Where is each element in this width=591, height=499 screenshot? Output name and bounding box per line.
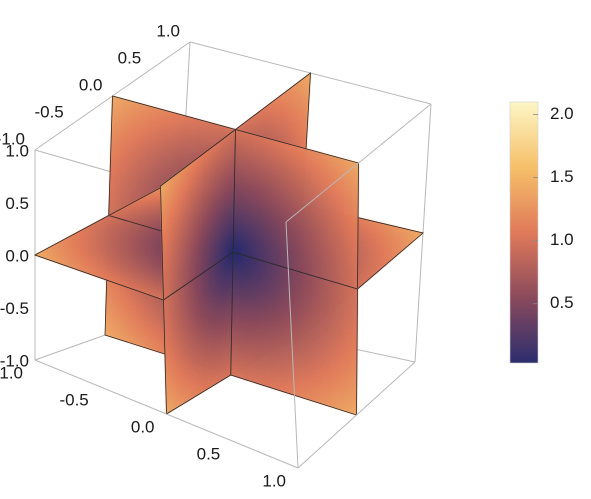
z-tick-label: 1.0 — [5, 141, 29, 160]
colorbar-gradient — [509, 101, 539, 364]
colorbar-tick-label: 2.0 — [550, 104, 574, 123]
x-tick-label: -0.5 — [34, 102, 63, 121]
x-tick-label: 0.0 — [79, 75, 103, 94]
slice-y0-front-bottom — [163, 251, 235, 415]
x-tick-label: -1.0 — [0, 129, 25, 148]
slice-planes — [34, 72, 424, 416]
axis-ticks: -1.0-0.50.00.51.0-1.0-0.50.00.51.0-1.0-0… — [0, 21, 286, 490]
colorbar-tick-label: 1.5 — [550, 167, 574, 186]
y-tick-label: 0.5 — [197, 444, 221, 463]
colorbar-tick-label: 0.5 — [550, 293, 574, 312]
z-tick-label: -1.0 — [0, 351, 29, 370]
colorbar-ticks: 0.5 1.0 1.5 2.0 — [533, 104, 574, 312]
z-tick-label: 0.0 — [5, 246, 29, 265]
z-tick-label: 0.5 — [5, 194, 29, 213]
y-tick-label: -1.0 — [0, 363, 23, 382]
x-tick-label: 0.5 — [118, 48, 142, 67]
z-tick-label: -0.5 — [0, 299, 29, 318]
colorbar-tick-label: 1.0 — [550, 230, 574, 249]
colorbar: 0.5 1.0 1.5 2.0 — [509, 101, 574, 364]
y-tick-label: 0.0 — [131, 417, 155, 436]
y-tick-label: -0.5 — [59, 390, 88, 409]
plot-box-front — [34, 103, 432, 469]
y-tick-label: 1.0 — [262, 471, 286, 490]
x-tick-label: 1.0 — [156, 21, 180, 40]
